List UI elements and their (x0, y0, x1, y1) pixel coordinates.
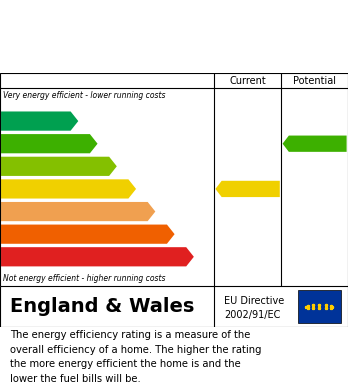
Text: F: F (159, 225, 171, 243)
Polygon shape (215, 181, 280, 197)
Text: 2002/91/EC: 2002/91/EC (224, 310, 281, 320)
Polygon shape (1, 157, 117, 176)
Text: Current: Current (229, 76, 266, 86)
Text: (1-20): (1-20) (4, 252, 31, 261)
Text: G: G (176, 248, 190, 266)
Bar (298, 290, 341, 323)
Polygon shape (1, 179, 136, 199)
Polygon shape (1, 224, 175, 244)
Text: Not energy efficient - higher running costs: Not energy efficient - higher running co… (3, 274, 166, 283)
Text: 66: 66 (241, 182, 260, 196)
Text: Potential: Potential (293, 76, 336, 86)
Polygon shape (1, 202, 155, 221)
Text: D: D (118, 180, 132, 198)
Text: (81-91): (81-91) (4, 139, 37, 148)
Text: E: E (140, 203, 151, 221)
Polygon shape (283, 136, 347, 152)
Text: C: C (100, 157, 113, 175)
Text: 85: 85 (308, 137, 327, 151)
Text: England & Wales: England & Wales (10, 297, 195, 316)
Text: (55-68): (55-68) (4, 185, 37, 194)
Text: (21-38): (21-38) (4, 230, 37, 239)
Polygon shape (1, 134, 97, 153)
Text: A: A (61, 112, 74, 130)
Text: EU Directive: EU Directive (224, 296, 285, 306)
Text: (39-54): (39-54) (4, 207, 37, 216)
Polygon shape (1, 247, 194, 266)
Text: B: B (81, 135, 93, 153)
Text: Very energy efficient - lower running costs: Very energy efficient - lower running co… (3, 91, 166, 100)
Text: The energy efficiency rating is a measure of the
overall efficiency of a home. T: The energy efficiency rating is a measur… (10, 330, 262, 384)
Text: Energy Efficiency Rating: Energy Efficiency Rating (10, 41, 258, 60)
Text: (92-100): (92-100) (4, 117, 42, 126)
Polygon shape (1, 111, 78, 131)
Text: (69-80): (69-80) (4, 162, 37, 171)
